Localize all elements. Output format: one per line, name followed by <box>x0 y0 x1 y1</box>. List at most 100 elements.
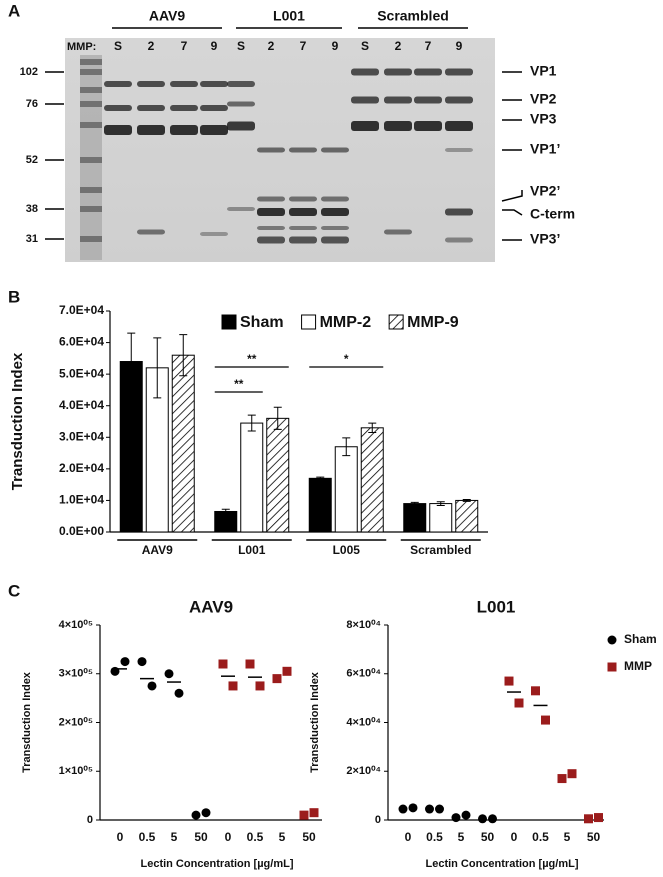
marker-label: 31 <box>26 233 38 245</box>
gel-band <box>104 81 132 87</box>
gel-band <box>227 101 255 107</box>
point <box>584 814 593 824</box>
gel-band <box>321 147 349 153</box>
y-tick-label: 2×10⁰⁴ <box>346 765 381 777</box>
lane-header: MMP: <box>67 41 96 53</box>
gel-band <box>227 81 255 87</box>
error-bar <box>179 334 188 377</box>
y-tick-label: 3×10⁰⁵ <box>59 668 93 680</box>
panel-label: A <box>8 1 20 20</box>
gel-band <box>170 81 198 87</box>
marker-band <box>80 101 102 107</box>
error-bar <box>342 437 351 457</box>
legend-label: Sham <box>624 632 657 646</box>
gel-band <box>414 68 442 76</box>
x-axis-label: Lectin Concentration [µg/mL] <box>140 858 293 870</box>
point <box>255 681 265 691</box>
legend-label: MMP-9 <box>407 314 459 331</box>
x-tick-label: 0.5 <box>426 830 443 844</box>
gel-group-label: AAV9 <box>149 8 186 24</box>
gel-group-label: Scrambled <box>377 8 449 24</box>
gel-band <box>289 236 317 244</box>
legend-swatch <box>221 314 237 330</box>
x-tick-label: 5 <box>458 830 465 844</box>
lane-label: 7 <box>300 39 307 53</box>
x-tick-label: 0.5 <box>247 830 264 844</box>
marker-label: 38 <box>26 203 38 215</box>
point <box>567 769 577 779</box>
gel-band <box>289 208 317 216</box>
gel-band <box>414 121 442 131</box>
lane-label: 7 <box>425 39 432 53</box>
marker-band <box>80 187 102 193</box>
gel-band <box>289 226 317 230</box>
point <box>137 657 147 667</box>
legend-label: MMP <box>624 659 652 673</box>
lane-label: 9 <box>211 39 218 53</box>
point <box>408 803 418 813</box>
marker-band <box>80 206 102 212</box>
point <box>218 659 228 669</box>
lane-label: S <box>361 39 369 53</box>
gel-band <box>200 81 228 87</box>
gel-band <box>200 125 228 135</box>
lane-label: 9 <box>332 39 339 53</box>
significance-label: * <box>344 352 349 366</box>
gel-band <box>351 96 379 104</box>
point <box>594 813 603 823</box>
gel-band <box>445 121 473 131</box>
band-label: VP2’ <box>530 183 560 199</box>
chart-title: L001 <box>477 597 516 616</box>
lane-label: S <box>114 39 122 53</box>
y-tick-label: 0.0E+00 <box>59 524 104 538</box>
gel-band <box>321 236 349 244</box>
gel-band <box>445 237 473 243</box>
legend-label: MMP-2 <box>320 314 372 331</box>
point <box>174 688 184 698</box>
marker-band <box>80 87 102 93</box>
x-tick-label: 0 <box>405 830 412 844</box>
x-tick-label: 0.5 <box>139 830 156 844</box>
gel-band <box>170 125 198 135</box>
point <box>120 657 130 667</box>
point <box>398 804 408 814</box>
error-bar <box>221 508 230 515</box>
x-tick-label: AAV9 <box>142 543 173 557</box>
gel-band <box>104 105 132 111</box>
point <box>164 669 174 679</box>
gel-band <box>137 229 165 235</box>
bar <box>455 499 479 533</box>
y-tick-label: 0 <box>375 814 381 826</box>
point <box>309 808 319 818</box>
point <box>541 715 550 725</box>
error-bar <box>462 498 471 502</box>
error-bar <box>316 476 325 481</box>
point <box>557 774 567 784</box>
y-tick-label: 2.0E+04 <box>59 461 104 475</box>
point <box>514 698 524 708</box>
y-tick-label: 4×10⁰⁴ <box>346 716 381 728</box>
point <box>451 813 461 823</box>
marker-band <box>80 59 102 65</box>
gel-band <box>289 147 317 153</box>
x-tick-label: 5 <box>279 830 286 844</box>
bar <box>214 510 238 533</box>
gel-band <box>351 121 379 131</box>
x-tick-label: 5 <box>564 830 571 844</box>
point <box>531 686 540 696</box>
y-tick-label: 4.0E+04 <box>59 398 104 412</box>
bar <box>240 422 264 533</box>
x-tick-label: 50 <box>194 830 208 844</box>
band-label: C-term <box>530 206 575 222</box>
significance-label: ** <box>247 352 257 366</box>
point <box>425 804 434 814</box>
x-tick-label: 50 <box>481 830 495 844</box>
gel-band <box>445 208 473 216</box>
gel-band <box>414 96 442 104</box>
bar <box>308 477 332 533</box>
gel-group-label: L001 <box>273 8 305 24</box>
x-tick-label: 50 <box>302 830 316 844</box>
y-tick-label: 2×10⁰⁵ <box>59 716 93 728</box>
legend-marker <box>607 662 617 672</box>
gel-band <box>384 96 412 104</box>
